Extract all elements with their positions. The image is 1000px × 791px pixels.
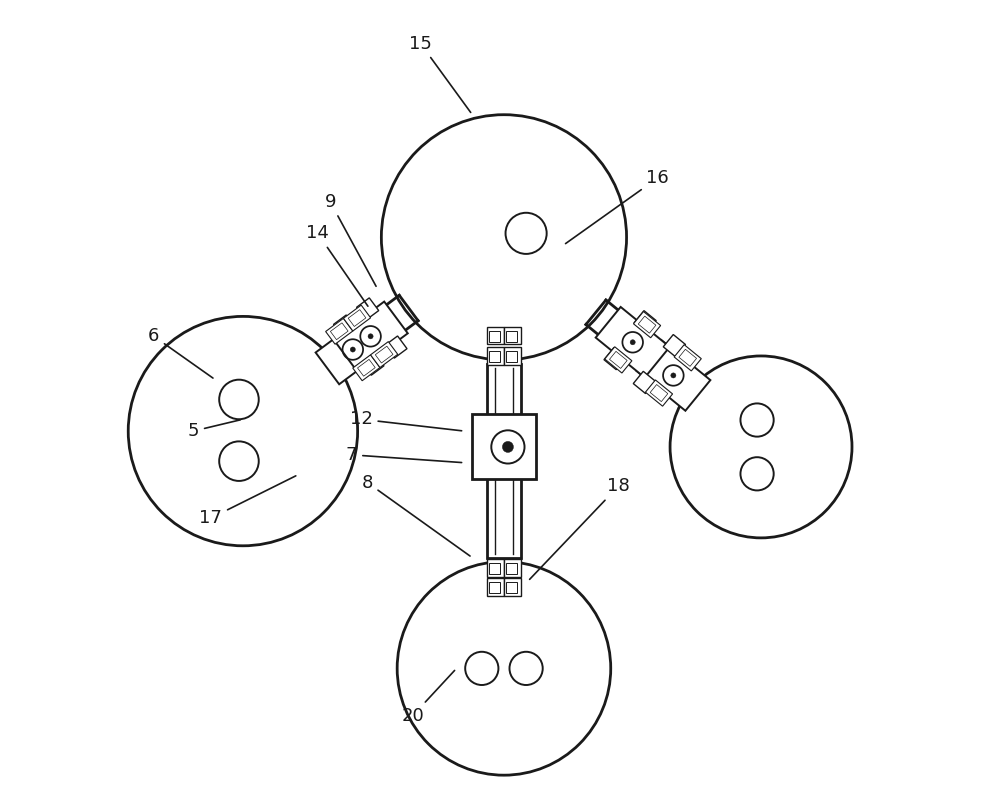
Bar — [504, 327, 521, 344]
Circle shape — [671, 373, 676, 378]
Polygon shape — [633, 312, 661, 338]
Circle shape — [128, 316, 358, 546]
Text: 17: 17 — [199, 476, 296, 527]
Circle shape — [397, 562, 611, 775]
Polygon shape — [604, 347, 626, 369]
Text: 16: 16 — [566, 169, 669, 244]
Polygon shape — [645, 380, 673, 407]
Bar — [504, 347, 521, 365]
Bar — [487, 327, 504, 344]
Circle shape — [670, 356, 852, 538]
Text: 20: 20 — [401, 671, 455, 725]
Text: 6: 6 — [148, 327, 213, 378]
Circle shape — [381, 115, 627, 360]
Bar — [489, 351, 500, 362]
Bar — [489, 582, 500, 593]
Polygon shape — [636, 340, 710, 411]
Text: 7: 7 — [346, 446, 462, 464]
Bar — [489, 331, 500, 342]
Polygon shape — [334, 315, 356, 337]
Text: 12: 12 — [350, 411, 462, 431]
Text: 8: 8 — [362, 474, 470, 556]
Polygon shape — [596, 307, 670, 377]
Polygon shape — [333, 301, 408, 371]
Bar — [487, 347, 504, 365]
Bar — [504, 578, 521, 596]
Polygon shape — [362, 353, 384, 375]
Polygon shape — [385, 336, 407, 358]
Bar — [504, 559, 521, 577]
Bar — [472, 414, 536, 479]
Bar — [489, 563, 500, 574]
Polygon shape — [326, 318, 353, 344]
Polygon shape — [633, 371, 656, 394]
Circle shape — [350, 347, 355, 352]
Bar — [506, 351, 517, 362]
Polygon shape — [663, 335, 686, 357]
Polygon shape — [343, 305, 371, 331]
Bar — [506, 582, 517, 593]
Circle shape — [368, 334, 373, 339]
Text: 18: 18 — [530, 478, 630, 579]
Text: 14: 14 — [306, 225, 368, 306]
Polygon shape — [634, 311, 656, 333]
Bar — [487, 559, 504, 577]
Bar — [487, 578, 504, 596]
Text: 5: 5 — [188, 420, 240, 440]
Bar — [506, 331, 517, 342]
Polygon shape — [371, 342, 398, 368]
Circle shape — [502, 441, 513, 452]
Polygon shape — [316, 315, 390, 384]
Polygon shape — [674, 345, 701, 371]
Text: 9: 9 — [324, 193, 376, 286]
Circle shape — [630, 339, 635, 345]
Text: 15: 15 — [409, 35, 471, 112]
Bar — [487, 364, 521, 558]
Polygon shape — [353, 355, 380, 380]
Polygon shape — [605, 346, 632, 373]
Polygon shape — [357, 298, 379, 320]
Bar — [506, 563, 517, 574]
